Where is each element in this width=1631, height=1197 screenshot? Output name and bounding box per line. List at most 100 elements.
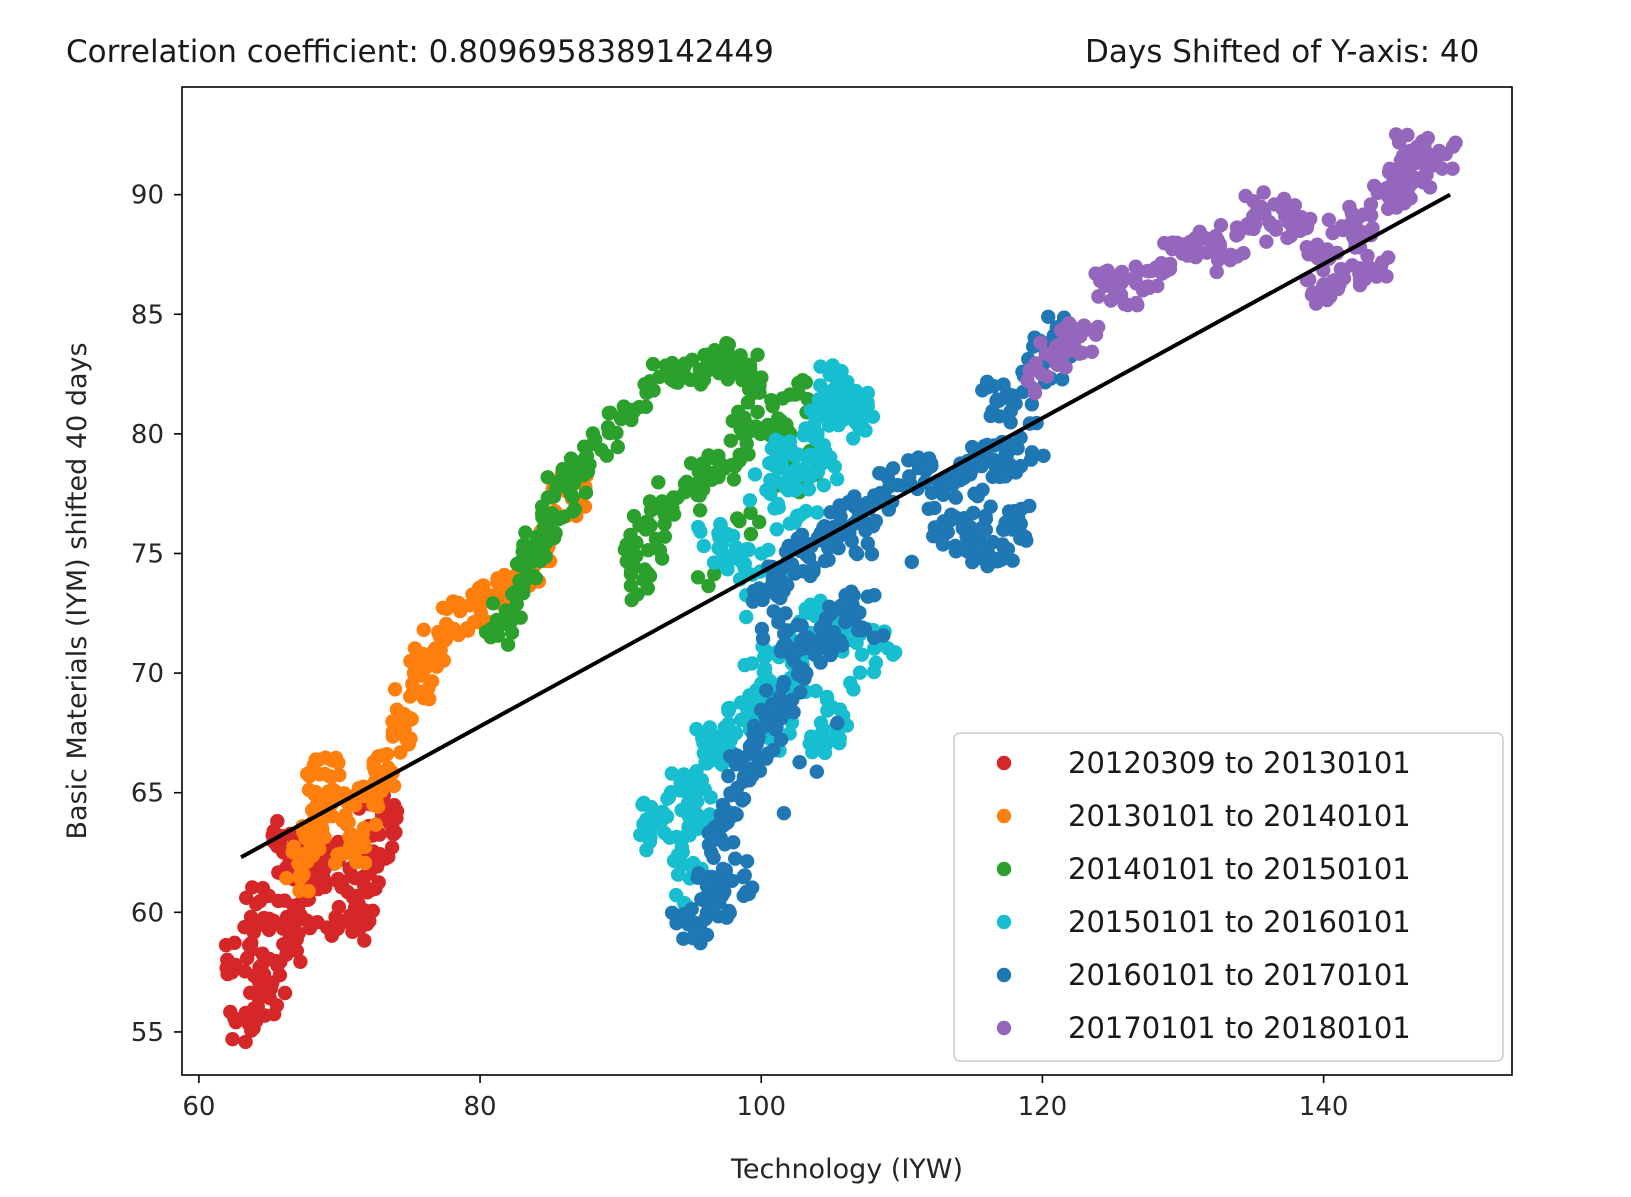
data-point <box>1330 281 1346 297</box>
data-point <box>803 597 818 612</box>
data-point <box>817 519 832 534</box>
data-point <box>368 817 383 832</box>
data-point <box>623 527 638 543</box>
data-point <box>759 683 774 698</box>
data-point <box>1387 190 1402 205</box>
data-point <box>739 854 755 869</box>
data-point <box>1213 218 1229 233</box>
data-point <box>683 787 698 802</box>
legend-marker <box>996 1020 1012 1036</box>
data-point <box>752 514 767 530</box>
data-point <box>1092 273 1108 288</box>
data-point <box>1002 436 1017 452</box>
data-point <box>715 555 730 570</box>
data-point <box>1391 135 1407 150</box>
data-point <box>1246 194 1261 209</box>
data-point <box>433 643 448 658</box>
data-point <box>1129 295 1144 311</box>
data-point <box>640 581 655 596</box>
data-point <box>921 501 936 516</box>
data-point <box>578 450 593 465</box>
data-point <box>1156 264 1171 279</box>
data-point <box>682 372 698 387</box>
data-point <box>1416 135 1431 150</box>
data-point <box>696 538 711 554</box>
data-point <box>781 483 796 498</box>
data-point <box>662 830 677 845</box>
data-point <box>528 570 544 586</box>
data-point <box>715 458 730 473</box>
data-point <box>255 946 270 961</box>
data-point <box>756 719 771 734</box>
legend-label: 20130101 to 20140101 <box>1068 799 1411 833</box>
legend-box <box>953 732 1504 1062</box>
data-point <box>544 506 560 521</box>
data-point <box>867 588 882 603</box>
data-point <box>505 587 520 602</box>
data-point <box>788 448 803 464</box>
data-point <box>345 912 360 927</box>
data-point <box>296 824 311 840</box>
data-point <box>808 683 823 699</box>
data-point <box>882 479 897 494</box>
data-point <box>865 409 881 424</box>
data-point <box>733 695 749 710</box>
data-point <box>699 878 715 894</box>
data-point <box>267 1007 282 1022</box>
data-point <box>888 645 903 660</box>
data-point <box>683 456 699 471</box>
data-point <box>245 880 260 895</box>
data-point <box>1435 161 1450 176</box>
data-point <box>935 487 951 502</box>
data-point <box>802 632 817 647</box>
data-point <box>844 533 859 549</box>
data-point <box>374 748 389 763</box>
data-point <box>740 767 755 782</box>
data-point <box>743 505 758 520</box>
data-point <box>659 503 674 519</box>
data-point <box>308 754 323 769</box>
data-point <box>386 778 402 794</box>
data-point <box>820 703 835 718</box>
data-point <box>737 868 752 883</box>
x-axis: 60 80 100 120 140 <box>182 1075 1348 1122</box>
data-point <box>896 478 911 493</box>
data-point <box>813 727 828 742</box>
data-point <box>973 537 988 553</box>
data-point <box>692 810 708 825</box>
data-point <box>745 385 760 401</box>
data-point <box>279 870 294 886</box>
data-point <box>918 463 934 478</box>
data-point <box>810 505 825 520</box>
data-point <box>681 809 697 824</box>
data-point <box>741 542 756 557</box>
x-tick-label: 100 <box>736 1092 786 1122</box>
data-point <box>664 766 679 781</box>
data-point <box>1236 246 1251 261</box>
data-point <box>1287 198 1303 213</box>
data-point <box>416 622 431 637</box>
data-point <box>238 1034 253 1050</box>
data-point <box>1221 251 1236 266</box>
regression-line <box>240 192 1452 860</box>
data-point <box>1000 390 1016 406</box>
data-point <box>225 1032 240 1047</box>
data-point <box>358 903 373 918</box>
legend-label: 20160101 to 20170101 <box>1068 958 1411 992</box>
data-point <box>873 489 888 504</box>
data-point <box>736 888 751 903</box>
data-point <box>1229 220 1245 235</box>
data-point <box>1072 346 1087 361</box>
data-point <box>518 525 533 540</box>
data-point <box>1048 341 1064 357</box>
data-point <box>701 578 716 594</box>
data-point <box>794 527 810 542</box>
data-point <box>588 432 603 447</box>
data-point <box>1256 185 1271 200</box>
data-point <box>1002 457 1018 472</box>
data-point <box>227 935 242 950</box>
x-tick-label: 80 <box>464 1092 497 1122</box>
data-point <box>658 358 673 373</box>
data-point <box>298 846 314 861</box>
